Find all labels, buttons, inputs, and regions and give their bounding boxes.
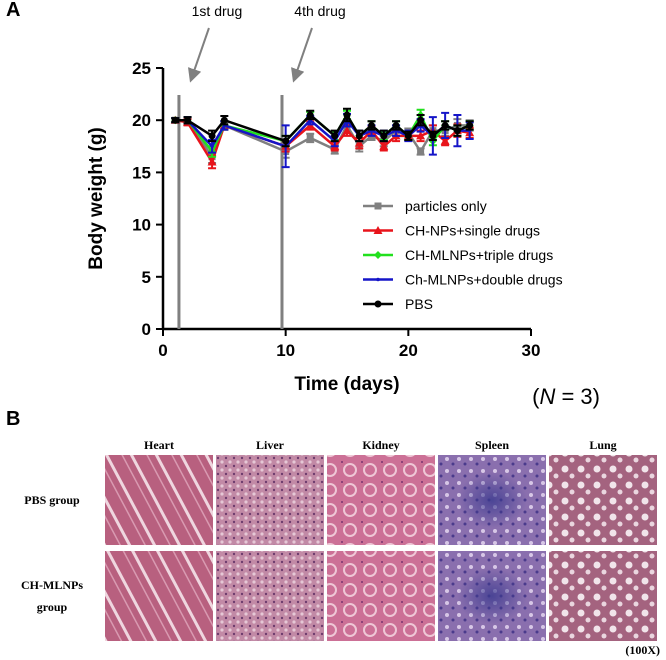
marker bbox=[306, 111, 314, 119]
panel-label: B bbox=[6, 408, 20, 430]
x-tick-label: 20 bbox=[399, 341, 418, 360]
marker bbox=[441, 121, 449, 129]
row-label: CH-MLNPs bbox=[21, 578, 83, 592]
marker bbox=[373, 226, 383, 234]
marker bbox=[368, 121, 376, 129]
x-axis-label: Time (days) bbox=[294, 374, 399, 395]
marker bbox=[374, 251, 382, 259]
column-header: Liver bbox=[256, 438, 285, 452]
legend-label: CH-MLNPs+triple drugs bbox=[405, 247, 553, 263]
drug-arrow bbox=[291, 27, 313, 83]
marker bbox=[440, 136, 450, 145]
marker bbox=[171, 116, 179, 124]
tissue-image bbox=[549, 455, 657, 545]
tissue-image bbox=[216, 455, 324, 545]
column-header: Spleen bbox=[475, 438, 509, 452]
y-tick-label: 0 bbox=[142, 320, 151, 339]
x-tick-label: 10 bbox=[276, 341, 295, 360]
marker bbox=[208, 132, 216, 140]
tissue-image bbox=[105, 551, 213, 641]
panel-label: A bbox=[6, 0, 20, 21]
legend-label: Ch-MLNPs+double drugs bbox=[405, 272, 563, 288]
annotation: 4th drug bbox=[294, 3, 345, 19]
marker bbox=[207, 157, 217, 166]
column-header: Lung bbox=[589, 438, 616, 452]
y-tick-label: 5 bbox=[142, 268, 151, 287]
marker bbox=[392, 121, 400, 129]
legend-label: PBS bbox=[405, 296, 433, 312]
tissue-detail bbox=[457, 472, 527, 528]
marker bbox=[374, 202, 382, 210]
marker bbox=[210, 144, 214, 149]
note-part: = 3) bbox=[555, 384, 600, 409]
tissue-image bbox=[327, 455, 435, 545]
note: (N = 3) bbox=[532, 384, 600, 409]
histology-grid: Heart Liver Kidney Spleen Lung PBS group CH-ML… bbox=[21, 438, 660, 657]
column-header: Kidney bbox=[362, 438, 399, 452]
legend-label: particles only bbox=[405, 198, 487, 214]
y-axis-label: Body weight (g) bbox=[86, 127, 107, 269]
drug-arrow bbox=[187, 27, 210, 83]
marker bbox=[374, 300, 382, 308]
marker bbox=[417, 116, 425, 124]
tissue-detail bbox=[457, 568, 527, 624]
marker bbox=[306, 134, 314, 142]
column-header: Heart bbox=[144, 438, 174, 452]
marker bbox=[466, 121, 474, 129]
marker bbox=[379, 141, 389, 150]
marker bbox=[184, 116, 192, 124]
marker bbox=[404, 132, 412, 140]
marker bbox=[429, 132, 437, 140]
y-tick-label: 25 bbox=[132, 59, 151, 78]
tissue-image bbox=[327, 551, 435, 641]
y-tick-label: 20 bbox=[132, 111, 151, 130]
x-tick-label: 30 bbox=[522, 341, 541, 360]
x-tick-label: 0 bbox=[158, 341, 167, 360]
note-part: ( bbox=[532, 384, 540, 409]
note-part: N bbox=[539, 384, 555, 409]
marker bbox=[342, 126, 352, 135]
marker bbox=[355, 132, 363, 140]
marker bbox=[416, 131, 426, 140]
marker bbox=[354, 138, 364, 147]
marker bbox=[453, 127, 461, 135]
y-tick-label: 10 bbox=[132, 216, 151, 235]
marker bbox=[343, 111, 351, 119]
tissue-image bbox=[216, 551, 324, 641]
row-label: PBS group bbox=[24, 493, 80, 507]
marker bbox=[331, 132, 339, 140]
marker bbox=[282, 137, 290, 145]
annotation: 1st drug bbox=[192, 3, 243, 19]
magnification: (100X) bbox=[625, 643, 660, 657]
tissue-image bbox=[105, 455, 213, 545]
marker bbox=[417, 148, 425, 156]
marker bbox=[380, 132, 388, 140]
tissue-image bbox=[549, 551, 657, 641]
series bbox=[171, 107, 474, 148]
marker bbox=[220, 116, 228, 124]
legend-label: CH-NPs+single drugs bbox=[405, 223, 540, 239]
marker bbox=[376, 277, 380, 282]
row-label: group bbox=[37, 600, 68, 614]
y-tick-label: 15 bbox=[132, 163, 151, 182]
